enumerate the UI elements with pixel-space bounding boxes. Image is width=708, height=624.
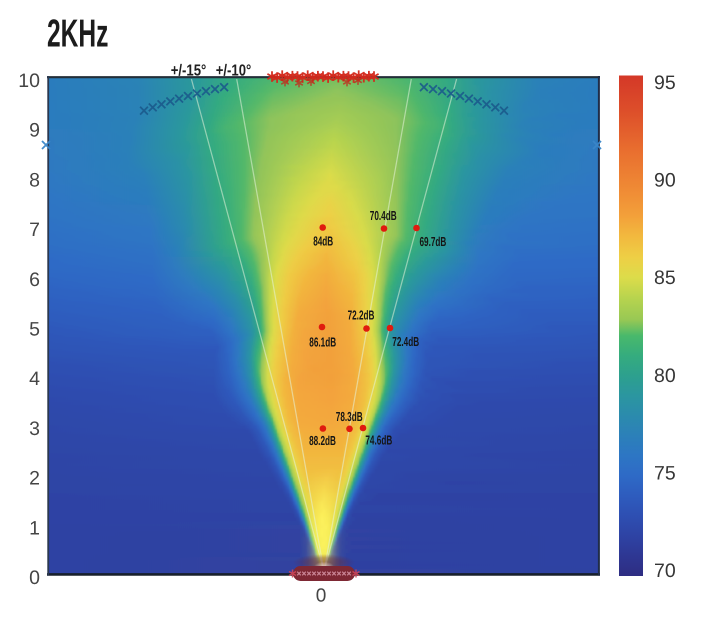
svg-text:5: 5 bbox=[29, 319, 40, 341]
svg-text:10: 10 bbox=[18, 70, 40, 92]
svg-text:90: 90 bbox=[654, 170, 676, 192]
svg-text:84dB: 84dB bbox=[313, 234, 333, 249]
svg-text:72.2dB: 72.2dB bbox=[348, 307, 375, 322]
svg-text:72.4dB: 72.4dB bbox=[392, 334, 419, 349]
svg-text:2KHz: 2KHz bbox=[47, 13, 108, 56]
svg-text:+/-15°: +/-15° bbox=[171, 63, 207, 80]
svg-text:85: 85 bbox=[654, 267, 676, 289]
svg-text:88.2dB: 88.2dB bbox=[309, 433, 336, 448]
svg-text:6: 6 bbox=[29, 269, 40, 291]
svg-text:70.4dB: 70.4dB bbox=[370, 208, 397, 223]
svg-text:2: 2 bbox=[29, 468, 40, 490]
svg-text:74.6dB: 74.6dB bbox=[365, 433, 392, 448]
svg-text:80: 80 bbox=[654, 365, 676, 387]
svg-text:4: 4 bbox=[29, 368, 40, 390]
svg-text:75: 75 bbox=[654, 462, 676, 484]
svg-text:9: 9 bbox=[29, 120, 40, 142]
svg-text:1: 1 bbox=[29, 517, 40, 539]
svg-text:8: 8 bbox=[29, 169, 40, 191]
svg-text:69.7dB: 69.7dB bbox=[419, 234, 446, 249]
svg-text:70: 70 bbox=[654, 560, 676, 582]
svg-text:78.3dB: 78.3dB bbox=[336, 409, 363, 424]
svg-text:7: 7 bbox=[29, 219, 40, 241]
svg-text:0: 0 bbox=[316, 586, 327, 607]
svg-text:0: 0 bbox=[29, 567, 40, 589]
svg-text:86.1dB: 86.1dB bbox=[309, 335, 336, 350]
svg-text:+/-10°: +/-10° bbox=[216, 63, 252, 80]
svg-text:3: 3 bbox=[29, 418, 40, 440]
svg-text:95: 95 bbox=[654, 72, 676, 94]
